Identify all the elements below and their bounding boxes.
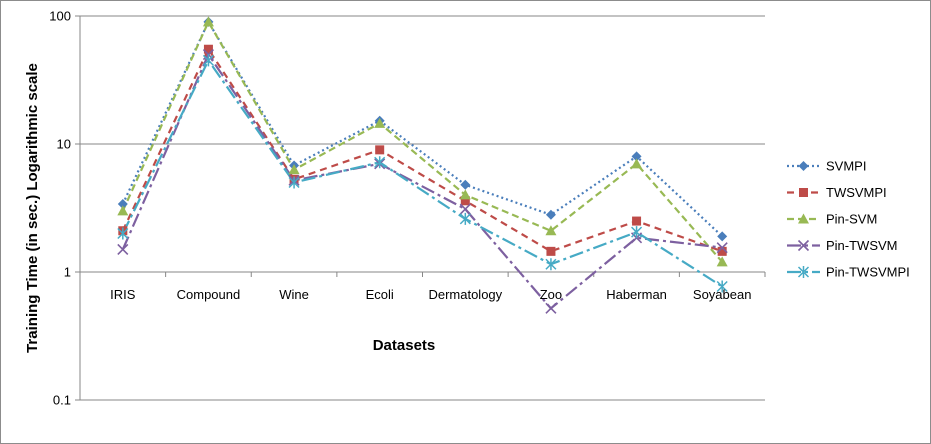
- legend-item: Pin-TWSVM: [787, 238, 898, 253]
- data-point: [117, 227, 129, 240]
- data-point: [460, 196, 470, 206]
- axes: [75, 15, 766, 401]
- x-tick-label: Dermatology: [428, 287, 502, 302]
- series-line-pin-twsvm: [121, 52, 723, 310]
- legend-item: SVMPI: [787, 159, 866, 174]
- series-lines: [121, 19, 724, 310]
- data-point: [717, 231, 728, 242]
- x-tick-label: Zoo: [540, 287, 562, 302]
- data-point: [546, 246, 556, 256]
- legend-marker: [799, 188, 808, 197]
- legend-label: Pin-SVM: [826, 212, 877, 227]
- x-tick-label: Compound: [177, 287, 241, 302]
- data-point: [631, 226, 643, 239]
- legend-label: TWSVMPI: [826, 185, 887, 200]
- x-tick-label: Ecoli: [366, 287, 394, 302]
- series-line-pin-twsvmpi: [121, 58, 723, 288]
- data-point: [545, 302, 557, 314]
- legend-marker: [797, 266, 810, 278]
- data-point: [716, 242, 728, 254]
- x-tick-label: Haberman: [606, 287, 667, 302]
- tick-labels: 0.1 1 10 100 IRIS Compound Wine Ecoli Dermatolog…: [49, 9, 751, 408]
- legend: SVMPI TWSVMPI Pin-SVM Pin-TWSVM Pin-TWSVMPI: [787, 159, 910, 280]
- series-line-pin-svm: [121, 19, 724, 263]
- data-point: [203, 44, 213, 54]
- legend-label: SVMPI: [826, 159, 866, 174]
- data-point: [632, 216, 642, 226]
- data-point: [545, 209, 556, 220]
- data-point: [117, 205, 129, 216]
- data-point: [459, 189, 471, 200]
- data-point: [117, 198, 128, 209]
- data-point: [460, 179, 471, 190]
- data-point: [288, 176, 300, 189]
- data-point: [631, 158, 643, 169]
- x-tick-label: Wine: [279, 287, 309, 302]
- legend-marker: [798, 213, 809, 224]
- series-line-twsvmpi: [121, 46, 723, 253]
- data-point: [459, 212, 471, 225]
- data-point: [545, 225, 557, 236]
- data-point: [716, 280, 728, 293]
- y-tick-label: 1: [64, 265, 71, 280]
- data-point: [545, 258, 557, 271]
- data-point: [374, 156, 386, 169]
- legend-marker: [797, 239, 810, 252]
- legend-marker: [798, 161, 809, 171]
- data-point: [374, 117, 386, 128]
- data-point: [631, 151, 642, 162]
- x-tick-label: IRIS: [110, 287, 136, 302]
- data-point: [717, 246, 727, 256]
- legend-label: Pin-TWSVMPI: [826, 265, 910, 280]
- legend-label: Pin-TWSVM: [826, 238, 898, 253]
- y-axis-title: Training Time (in sec.) Logarithmic scal…: [24, 63, 41, 353]
- data-point: [459, 203, 471, 215]
- legend-item: Pin-SVM: [787, 212, 877, 227]
- data-point: [716, 256, 728, 267]
- y-tick-label: 100: [49, 9, 71, 24]
- x-tick-label: Soyabean: [693, 287, 752, 302]
- x-axis-title: Datasets: [373, 337, 436, 354]
- data-point: [288, 164, 300, 175]
- legend-item: Pin-TWSVMPI: [787, 265, 910, 280]
- data-point: [375, 145, 385, 155]
- y-tick-label: 10: [57, 137, 71, 152]
- data-point: [117, 243, 129, 256]
- series-markers: [117, 16, 728, 314]
- y-tick-label: 0.1: [53, 393, 71, 408]
- data-point: [202, 16, 214, 27]
- data-point: [202, 54, 214, 67]
- legend-item: TWSVMPI: [787, 185, 887, 200]
